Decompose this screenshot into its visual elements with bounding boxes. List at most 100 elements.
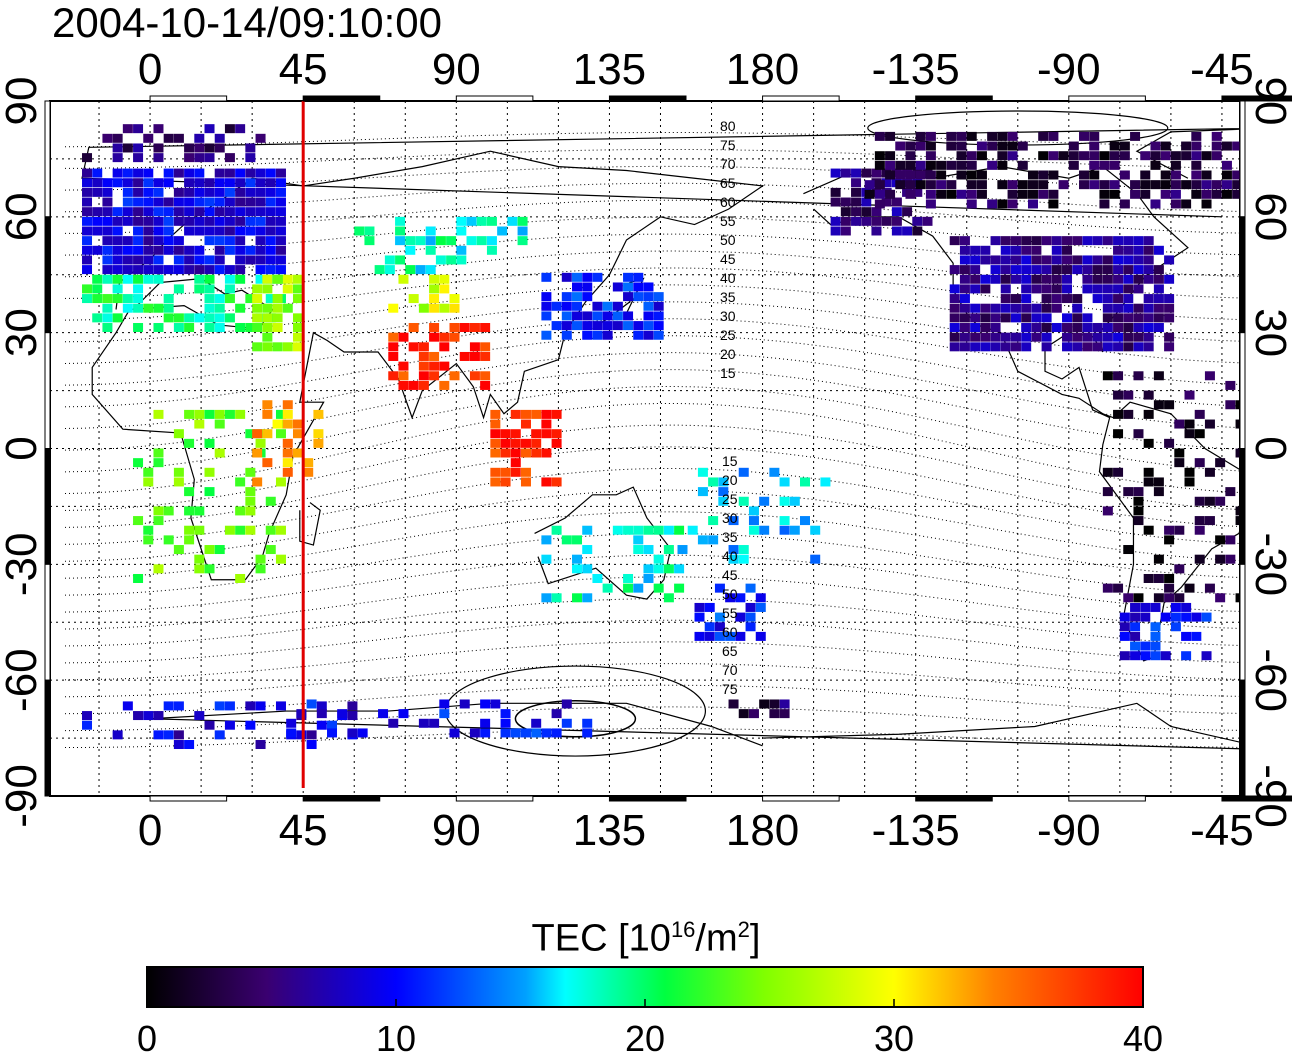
- tec-pixel: [1160, 612, 1171, 622]
- tec-pixel: [122, 168, 133, 178]
- tec-pixel: [262, 400, 273, 410]
- tec-pixel: [429, 361, 440, 371]
- tec-pixel: [184, 187, 195, 197]
- tec-pixel: [653, 301, 664, 311]
- tec-pixel: [255, 255, 266, 265]
- tec-pixel: [1191, 189, 1202, 199]
- tec-pixel: [1123, 236, 1134, 246]
- tec-pixel: [173, 265, 184, 275]
- tec-pixel: [1038, 170, 1049, 180]
- tec-pixel: [122, 124, 133, 134]
- tec-pixel: [1130, 602, 1141, 612]
- tec-pixel: [398, 371, 409, 381]
- dip-label: 65: [720, 175, 736, 191]
- tec-pixel: [592, 330, 603, 340]
- tec-pixel: [133, 207, 144, 217]
- tec-pixel: [517, 236, 528, 246]
- tec-pixel: [1102, 467, 1113, 477]
- tec-pixel: [1007, 131, 1018, 141]
- axis-bar-right: [1239, 679, 1246, 797]
- tec-pixel: [551, 321, 562, 331]
- tec-pixel: [153, 265, 164, 275]
- tec-pixel: [143, 477, 154, 487]
- tec-pixel: [214, 303, 225, 313]
- tec-pixel: [500, 429, 511, 439]
- tec-pixel: [1072, 294, 1083, 304]
- tec-pixel: [851, 216, 862, 226]
- tec-pixel: [1062, 294, 1073, 304]
- tec-pixel: [143, 187, 154, 197]
- lat-tick-label: -90: [1246, 764, 1292, 828]
- tec-pixel: [885, 151, 896, 161]
- tec-pixel: [153, 143, 164, 153]
- tec-pixel: [1150, 631, 1161, 641]
- tec-pixel: [122, 255, 133, 265]
- tec-pixel: [1072, 313, 1083, 323]
- lon-tick-label: -90: [1037, 806, 1101, 855]
- colorbar-tick-label: 30: [874, 1018, 914, 1057]
- tec-pixel: [1246, 371, 1256, 380]
- lat-tick-label: -60: [1246, 648, 1292, 712]
- tec-pixel: [1153, 573, 1164, 583]
- tec-pixel: [133, 255, 144, 265]
- tec-pixel: [1266, 381, 1276, 390]
- tec-pixel: [194, 313, 205, 323]
- tec-pixel: [1062, 332, 1073, 342]
- tec-pixel: [224, 187, 235, 197]
- tec-pixel: [133, 458, 144, 468]
- tec-pixel: [572, 311, 583, 321]
- tec-pixel: [1153, 303, 1164, 313]
- tec-pixel: [633, 321, 644, 331]
- tec-pixel: [490, 438, 501, 448]
- tec-pixel: [1123, 487, 1134, 497]
- tec-pixel: [143, 245, 154, 255]
- tec-pixel: [959, 332, 970, 342]
- tec-pixel: [235, 274, 246, 284]
- tec-colorbar: 0 10 20 30 40: [137, 966, 1163, 1057]
- tec-pixel: [1119, 199, 1130, 209]
- tec-pixel: [582, 525, 593, 535]
- tec-pixel: [82, 255, 93, 265]
- tec-pixel: [1263, 171, 1273, 180]
- tec-pixel: [800, 516, 810, 526]
- tec-pixel: [275, 216, 286, 226]
- tec-pixel: [255, 236, 266, 246]
- tec-pixel: [1191, 131, 1202, 141]
- tec-pixel: [1191, 612, 1202, 622]
- tec-pixel: [946, 189, 957, 199]
- tec-pixel: [82, 207, 93, 217]
- tec-pixel: [718, 477, 729, 487]
- timestamp-title: 2004-10-14/09:10:00: [52, 0, 442, 46]
- tec-pixel: [633, 330, 644, 340]
- tec-pixel: [1092, 332, 1103, 342]
- tec-pixel: [459, 351, 470, 361]
- tec-pixel: [153, 207, 164, 217]
- tec-pixel: [265, 178, 276, 188]
- lon-tick-label: 135: [573, 45, 646, 94]
- tec-pixel: [272, 323, 283, 333]
- tec-pixel: [623, 282, 634, 292]
- tec-pixel: [510, 448, 521, 458]
- tec-pixel: [1051, 284, 1062, 294]
- tec-pixel: [1133, 245, 1144, 255]
- tec-pixel: [1174, 419, 1185, 429]
- tec-pixel: [102, 178, 113, 188]
- tec-pixel: [959, 274, 970, 284]
- tec-pixel: [1017, 189, 1028, 199]
- tec-pixel: [643, 330, 654, 340]
- tec-pixel: [517, 226, 528, 236]
- dip-label: 45: [722, 567, 738, 583]
- tec-pixel: [1041, 294, 1052, 304]
- tec-pixel: [1123, 303, 1134, 313]
- tec-pixel: [82, 294, 93, 304]
- tec-pixel: [194, 143, 205, 153]
- tec-pixel: [1215, 554, 1226, 564]
- tec-pixel: [949, 332, 960, 342]
- tec-pixel: [82, 711, 93, 721]
- tec-pixel: [173, 187, 184, 197]
- tec-pixel: [1164, 332, 1175, 342]
- dip-contour: [64, 318, 1240, 386]
- tec-pixel: [245, 701, 256, 711]
- tec-pixel: [697, 487, 708, 497]
- tec-pixel: [708, 516, 719, 526]
